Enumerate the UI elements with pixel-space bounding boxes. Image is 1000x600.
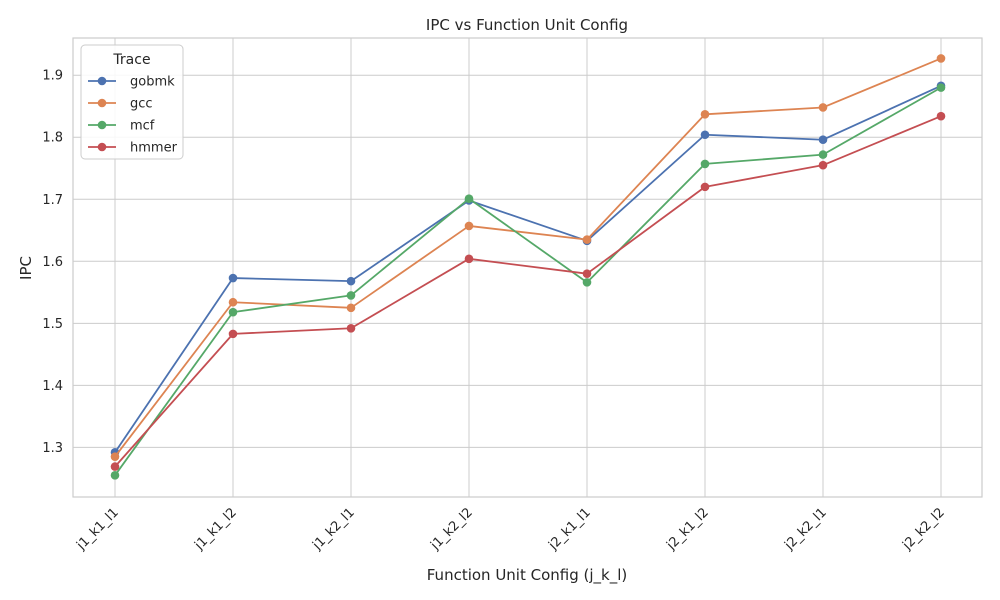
y-axis-label: IPC (17, 256, 35, 280)
data-point (346, 276, 356, 286)
x-tick-label: j1_k2_l2 (427, 505, 475, 553)
data-point (228, 297, 238, 307)
legend-item-gcc: gcc (88, 97, 153, 112)
data-point (700, 109, 710, 119)
legend-label: gcc (130, 97, 153, 112)
x-tick-label: j1_k1_l2 (191, 505, 239, 553)
data-point (464, 221, 474, 231)
data-point (818, 160, 828, 170)
legend-item-mcf: mcf (88, 119, 155, 134)
data-point (110, 470, 120, 480)
legend-marker (97, 76, 107, 86)
x-axis-label: Function Unit Config (j_k_l) (427, 566, 628, 585)
series-line (114, 115, 942, 468)
data-point (936, 111, 946, 121)
x-tick-label: j1_k1_l1 (73, 505, 121, 553)
grid-layer (73, 38, 982, 497)
data-point (110, 452, 120, 461)
legend-items: gobmk gcc mcf hmmer (88, 75, 178, 156)
y-tick-label: 1.4 (42, 379, 63, 394)
data-point (818, 150, 828, 159)
y-tick-label: 1.8 (42, 131, 63, 146)
data-point (582, 235, 592, 244)
y-tick-label: 1.9 (42, 69, 63, 84)
data-point (346, 291, 356, 300)
x-tick-label: j2_k1_l2 (663, 505, 711, 553)
series-hmmer (110, 111, 946, 471)
legend: Trace gobmk gcc mcf hmmer (80, 44, 184, 160)
series-mcf (110, 83, 946, 480)
data-point (700, 130, 710, 140)
y-tick-label: 1.7 (42, 193, 63, 208)
legend-marker (97, 98, 107, 108)
data-point (464, 194, 474, 203)
chart-title: IPC vs Function Unit Config (426, 16, 628, 34)
series-gcc (110, 54, 946, 461)
legend-box (80, 44, 184, 160)
data-point (582, 278, 592, 287)
legend-item-gobmk: gobmk (88, 75, 175, 90)
y-tick-label: 1.6 (42, 255, 63, 270)
legend-label: hmmer (130, 141, 178, 156)
data-point (228, 307, 238, 317)
x-tick-label: j2_k2_l2 (899, 505, 947, 553)
data-point (228, 329, 238, 339)
legend-marker (97, 120, 107, 130)
plot-frame (72, 37, 983, 498)
data-point (110, 462, 120, 471)
y-tick-label: 1.5 (42, 317, 63, 332)
legend-marker (97, 142, 107, 152)
x-tick-label: j2_k1_l1 (545, 505, 593, 553)
data-point (936, 54, 946, 63)
legend-label: gobmk (130, 75, 175, 90)
data-point (582, 269, 592, 279)
data-point (464, 254, 474, 264)
x-tick-label: j1_k2_l1 (309, 505, 357, 553)
data-point (346, 303, 356, 313)
legend-label: mcf (130, 119, 155, 134)
data-point (818, 135, 828, 145)
data-point (346, 323, 356, 333)
series-line (114, 86, 942, 476)
y-tick-label: 1.3 (42, 441, 63, 456)
legend-title: Trace (112, 52, 150, 68)
data-point (228, 273, 238, 283)
series-layer (110, 54, 946, 480)
data-point (700, 182, 710, 192)
data-point (700, 159, 710, 169)
data-point (818, 103, 828, 112)
series-line (114, 84, 942, 453)
series-line (114, 57, 942, 458)
data-point (936, 83, 946, 92)
legend-item-hmmer: hmmer (88, 141, 178, 156)
x-tick-label: j2_k2_l1 (781, 505, 829, 553)
